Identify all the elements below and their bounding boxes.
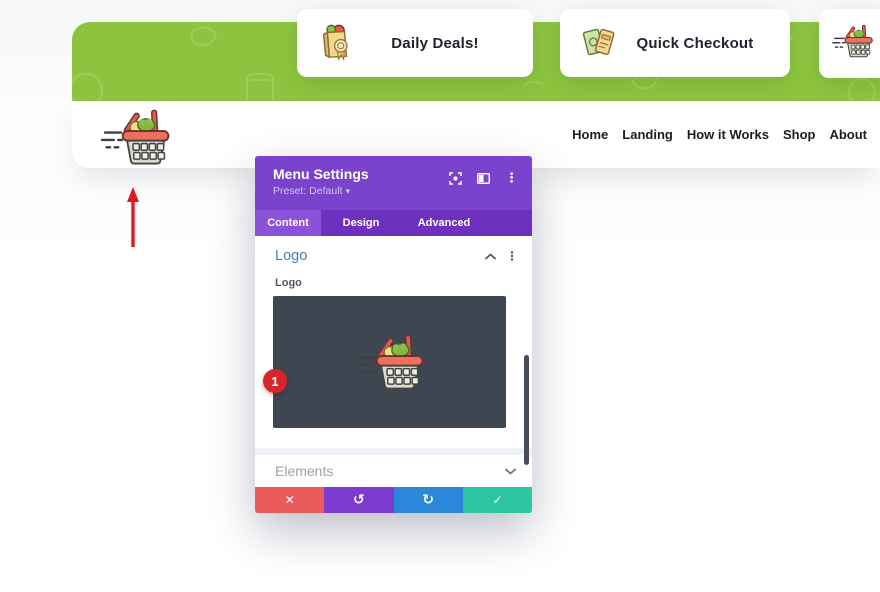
nav-item-shop[interactable]: Shop xyxy=(782,127,816,142)
promo-card-basket[interactable] xyxy=(819,9,880,78)
main-nav: Home Landing How it Works Shop About xyxy=(572,101,867,168)
chevron-down-icon xyxy=(505,468,516,474)
modal-header-actions: ⋮ xyxy=(449,172,518,185)
discard-button[interactable]: ✕ xyxy=(255,487,325,513)
logo-section-title: Logo xyxy=(275,248,308,264)
modal-more-options-icon[interactable]: ⋮ xyxy=(505,171,518,186)
annotation-arrow-up-icon xyxy=(127,187,139,247)
tab-advanced[interactable]: Advanced xyxy=(417,217,471,229)
basket-icon xyxy=(100,109,170,165)
focus-mode-icon[interactable] xyxy=(449,172,462,185)
save-button[interactable]: ✓ xyxy=(462,487,532,513)
menu-settings-modal: Menu Settings Preset: Default ▾ xyxy=(255,156,532,513)
basket-icon xyxy=(354,334,424,390)
preset-label: Preset: Default xyxy=(273,185,343,197)
basket-icon xyxy=(832,22,874,65)
logo-section-toggle[interactable]: Logo ⋮ xyxy=(255,236,532,276)
promo-card-label: Quick Checkout xyxy=(636,34,754,52)
preset-selector[interactable]: Preset: Default ▾ xyxy=(273,185,350,197)
annotation-step-badge: 1 xyxy=(263,369,287,393)
redo-button[interactable]: ↻ xyxy=(393,487,463,513)
promo-card-daily-deals[interactable]: Daily Deals! xyxy=(297,9,533,77)
chevron-up-icon xyxy=(485,253,496,259)
logo-upload-preview[interactable] xyxy=(273,296,506,428)
tab-content[interactable]: Content xyxy=(255,210,321,236)
tab-design[interactable]: Design xyxy=(342,217,380,229)
modal-footer: ✕ ↺ ↻ ✓ xyxy=(255,487,532,513)
nav-item-home[interactable]: Home xyxy=(572,127,609,142)
undo-button[interactable]: ↺ xyxy=(324,487,394,513)
section-more-options-icon[interactable]: ⋮ xyxy=(506,249,518,263)
payment-cards-icon xyxy=(580,22,618,65)
store-basket-logo[interactable] xyxy=(96,106,176,173)
caret-down-icon: ▾ xyxy=(345,186,350,196)
modal-scrollbar[interactable] xyxy=(524,355,529,465)
deals-bag-icon xyxy=(317,21,355,66)
nav-item-how-it-works[interactable]: How it Works xyxy=(686,127,769,142)
modal-body: Logo ⋮ Logo Elements xyxy=(255,236,532,487)
promo-card-quick-checkout[interactable]: Quick Checkout xyxy=(560,9,790,77)
modal-tabbar: Content Design Advanced xyxy=(255,210,532,236)
logo-field-label: Logo xyxy=(275,277,302,289)
modal-header[interactable]: Menu Settings Preset: Default ▾ xyxy=(255,156,532,210)
nav-item-about[interactable]: About xyxy=(829,127,867,142)
elements-section-title: Elements xyxy=(275,463,334,479)
modal-title: Menu Settings xyxy=(273,166,369,182)
elements-section-toggle[interactable]: Elements xyxy=(255,455,532,487)
panel-layout-icon[interactable] xyxy=(477,173,490,184)
section-divider xyxy=(255,448,532,455)
nav-item-landing[interactable]: Landing xyxy=(622,127,673,142)
promo-card-label: Daily Deals! xyxy=(391,34,479,52)
logo-section: Logo ⋮ Logo xyxy=(255,236,532,448)
